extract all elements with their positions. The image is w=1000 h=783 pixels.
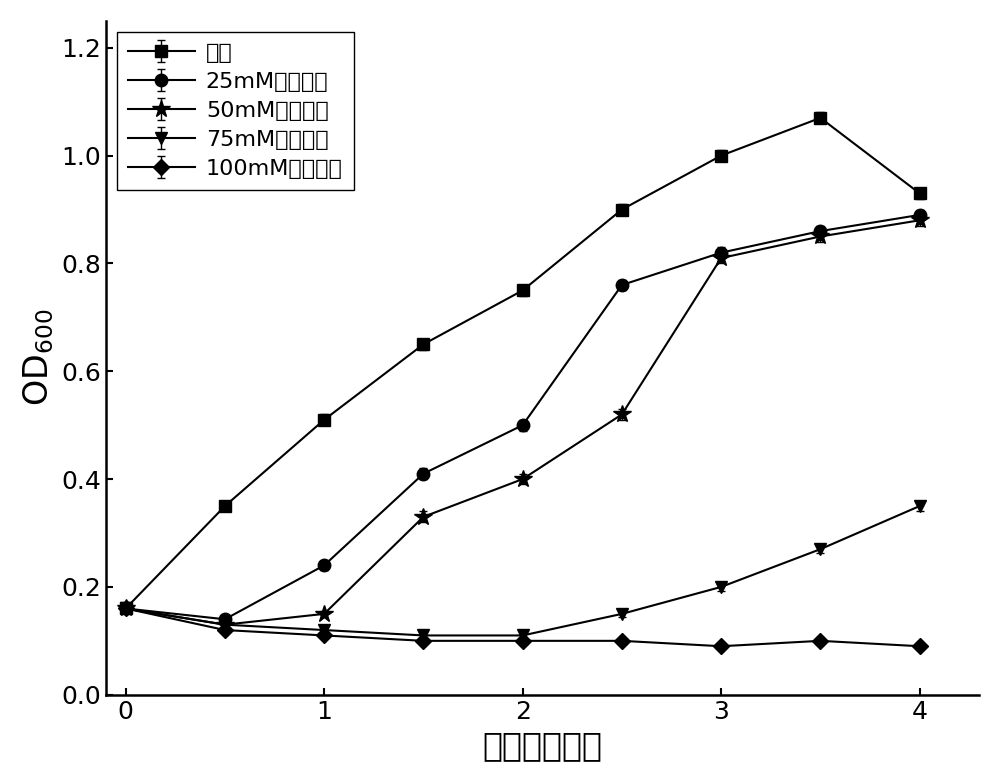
Y-axis label: OD$_{600}$: OD$_{600}$ xyxy=(21,309,56,406)
X-axis label: 时间（小时）: 时间（小时） xyxy=(482,729,602,762)
Legend: 对照, 25mM过氧化氢, 50mM过氧化氢, 75mM过氧化氢, 100mM过氧化氢: 对照, 25mM过氧化氢, 50mM过氧化氢, 75mM过氧化氢, 100mM过… xyxy=(117,32,354,189)
